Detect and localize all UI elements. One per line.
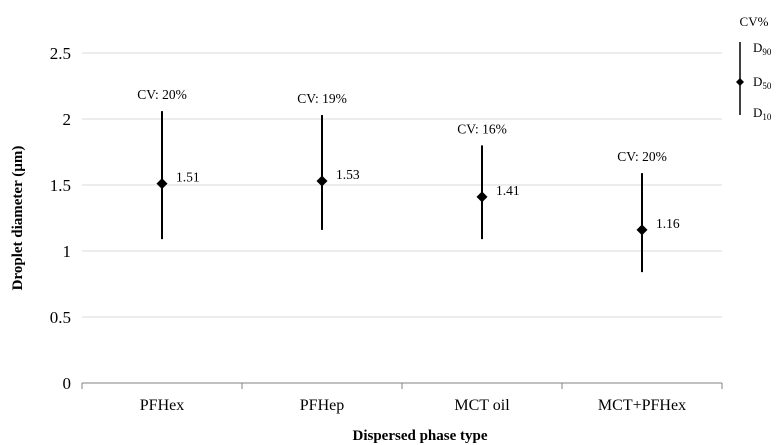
- cv-label: CV: 20%: [137, 87, 187, 102]
- legend-title: CV%: [740, 14, 769, 29]
- value-label: 1.51: [176, 170, 200, 185]
- d50-marker: [316, 175, 328, 187]
- cv-label: CV: 20%: [617, 149, 667, 164]
- legend-d50: D50: [753, 74, 772, 91]
- cv-label: CV: 19%: [297, 91, 347, 106]
- y-tick-label: 2.5: [50, 44, 71, 63]
- data-marks: 1.51 CV: 20% 1.53 CV: 19% 1.41 CV: 16% 1.16 CV:…: [137, 87, 680, 273]
- d50-marker: [156, 178, 168, 190]
- category-labels: PFHex PFHep MCT oil MCT+PFHex: [140, 397, 686, 414]
- y-tick-label: 0.5: [50, 308, 71, 327]
- d50-marker: [476, 191, 488, 203]
- y-tick-label: 1.5: [50, 176, 71, 195]
- gridlines: [82, 52, 722, 318]
- legend-marker: [736, 78, 744, 86]
- legend-d90: D90: [753, 40, 772, 57]
- value-label: 1.53: [336, 167, 360, 182]
- x-axis-title: Dispersed phase type: [352, 428, 487, 444]
- y-tick-labels: 0 0.5 1 1.5 2 2.5: [50, 44, 71, 393]
- y-tick-label: 1: [63, 242, 72, 261]
- y-tick-label: 2: [63, 110, 72, 129]
- y-tick-label: 0: [63, 374, 72, 393]
- value-label: 1.16: [656, 216, 680, 231]
- cv-label: CV: 16%: [457, 121, 507, 136]
- x-axis: [81, 382, 723, 389]
- legend-d10: D10: [753, 105, 772, 122]
- category-label: MCT oil: [454, 397, 510, 414]
- category-label: MCT+PFHex: [598, 397, 686, 414]
- category-label: PFHex: [140, 397, 184, 414]
- value-label: 1.41: [496, 183, 520, 198]
- category-label: PFHep: [300, 397, 344, 414]
- d50-marker: [636, 224, 648, 236]
- legend: CV% D90 D50 D10: [736, 14, 772, 122]
- y-axis-title: Droplet diameter (µm): [10, 146, 26, 291]
